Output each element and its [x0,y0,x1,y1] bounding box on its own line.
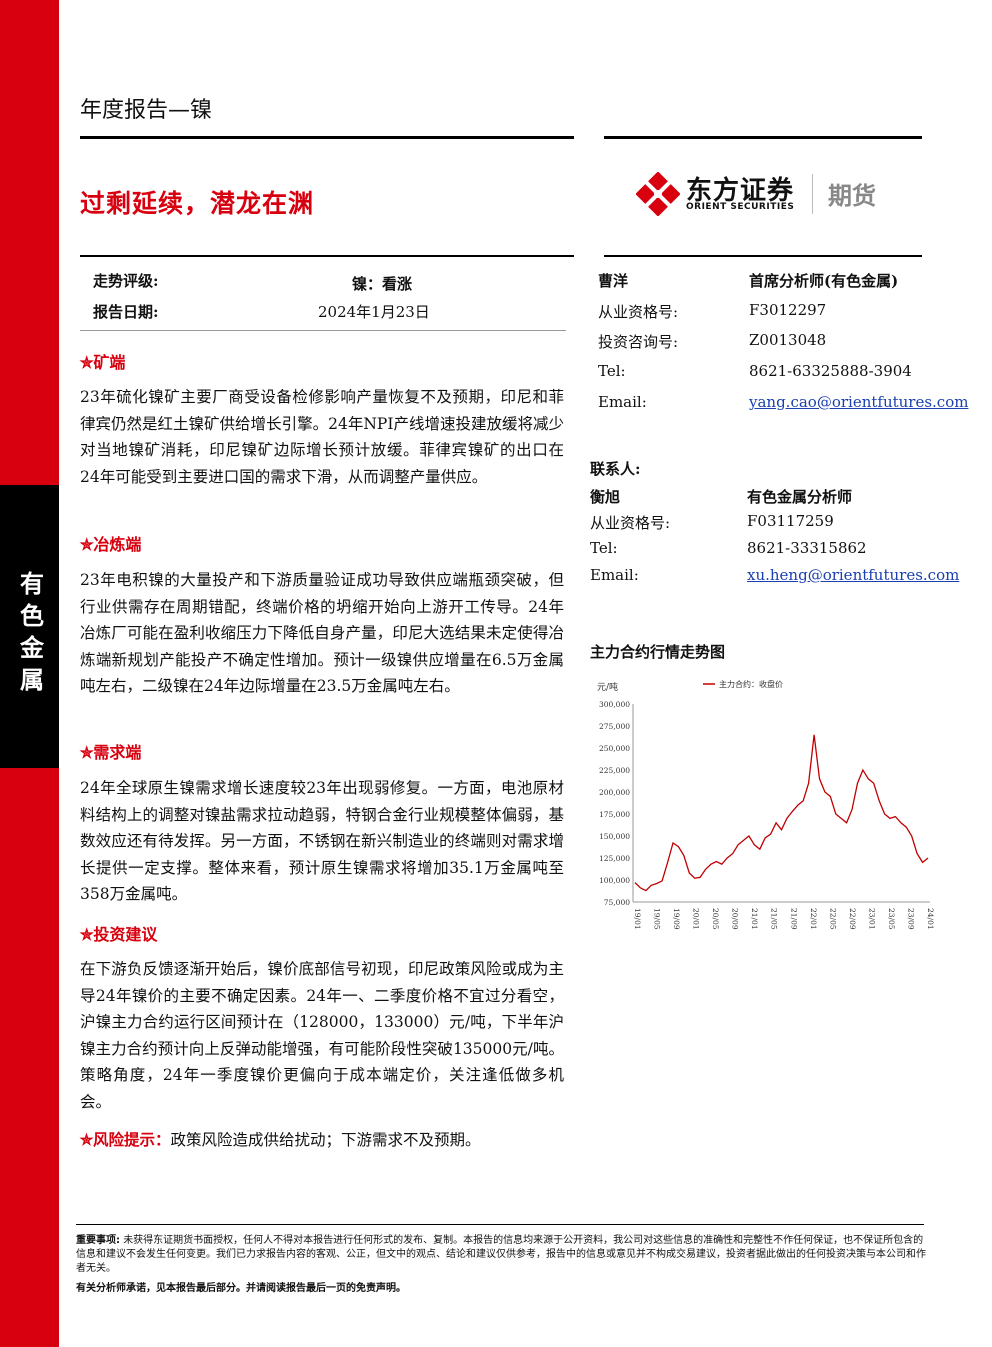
contact-label: 从业资格号: [590,514,671,532]
logo-name-en: ORIENT SECURITIES [686,202,795,212]
x-tick-label: 21/05 [770,908,779,930]
analyst-rule [604,255,922,257]
x-tick-label: 22/09 [848,908,857,930]
y-tick-label: 200,000 [599,788,630,797]
sector-label: 有色金属 [15,571,44,699]
section-title-smelting: ✮冶炼端 [80,535,142,554]
date-label: 报告日期: [93,303,159,321]
logo-mark-icon [636,172,680,216]
header-rule-left [80,136,574,139]
section-body-investment: 在下游负反馈逐渐开始后，镍价底部信号初现，印尼政策风险或成为主导24年镍价的主要… [80,960,564,1111]
price-chart: 元/吨 主力合约：收盘价 75,000 100,000 125,000 150,000… [597,679,935,930]
headline: 过剩延续，潜龙在渊 [80,189,315,218]
section-title-demand: ✮需求端 [80,743,142,762]
y-tick-label: 175,000 [599,810,630,819]
contact-label: Tel: [590,539,618,557]
footer-important-text: 未获得东证期货书面授权，任何人不得对本报告进行任何形式的发布、复制。本报告的信息… [76,1235,926,1274]
logo-name-cn: 东方证券 [686,176,795,206]
x-tick-label: 19/09 [672,908,681,930]
series-line [634,734,929,892]
chart-ylabel: 元/吨 [597,681,618,693]
analyst-email-link[interactable]: yang.cao@orientfutures.com [749,393,969,411]
footer-rule [76,1224,924,1225]
analyst-title: 首席分析师(有色金属) [749,272,899,290]
y-axis: 75,000 100,000 125,000 150,000 175,000 200,00… [599,700,634,907]
trend-label: 走势评级: [93,272,159,290]
report-type: 年度报告—镍 [80,98,213,123]
sector-tab [0,485,59,768]
company-logo: 东方证券 ORIENT SECURITIES 期货 [634,168,884,220]
x-tick-label: 22/05 [828,908,837,930]
contact-title: 有色金属分析师 [747,488,853,506]
y-tick-label: 250,000 [599,744,630,753]
star-icon: ✮ [80,743,94,762]
x-tick-label: 20/01 [692,908,701,930]
x-tick-label: 23/05 [887,908,896,930]
section-title-investment: ✮投资建议 [80,925,158,944]
contact-value: F03117259 [747,512,834,530]
x-tick-label: 21/09 [789,908,798,930]
risk-note: ✮风险提示：政策风险造成供给扰动；下游需求不及预期。 [80,1128,481,1150]
analyst-value: 8621-63325888-3904 [749,362,912,380]
x-tick-label: 19/01 [633,908,642,930]
y-tick-label: 275,000 [599,722,630,731]
chart-title: 主力合约行情走势图 [590,643,726,661]
analyst-value: F3012297 [749,301,827,319]
contact-name: 衡旭 [590,488,621,506]
x-tick-label: 20/05 [711,908,720,930]
y-tick-label: 75,000 [604,898,630,907]
footer-important: 重要事项: 未获得东证期货书面授权，任何人不得对本报告进行任何形式的发布、复制。… [76,1234,928,1276]
date-value: 2024年1月23日 [318,303,430,321]
trend-value: 镍：看涨 [352,275,413,293]
header-rule-right [604,136,922,139]
x-tick-label: 20/09 [731,908,740,930]
legend-label: 主力合约：收盘价 [719,679,783,689]
y-tick-label: 100,000 [599,876,630,885]
logo-divider [812,174,813,214]
star-icon: ✮ [80,535,94,554]
analyst-label: 从业资格号: [598,303,679,321]
rating-bottom-rule [80,330,566,331]
x-tick-label: 23/01 [867,908,876,930]
analyst-label: Tel: [598,362,626,380]
analyst-name: 曹洋 [598,272,629,290]
risk-title: ✮风险提示： [80,1130,171,1149]
star-icon: ✮ [80,925,94,944]
y-tick-label: 150,000 [599,832,630,841]
risk-body: 政策风险造成供给扰动；下游需求不及预期。 [170,1131,481,1149]
rating-rule [80,255,574,257]
y-tick-label: 300,000 [599,700,630,709]
star-icon: ✮ [80,353,94,372]
x-tick-label: 21/01 [750,908,759,930]
section-body-demand: 24年全球原生镍需求增长速度较23年出现弱修复。一方面，电池原材料结构上的调整对… [80,779,564,903]
footer-note: 有关分析师承诺，见本报告最后部分。并请阅读报告最后一页的免责声明。 [76,1283,406,1294]
x-tick-label: 24/01 [926,908,935,930]
x-tick-label: 22/01 [809,908,818,930]
analyst-label: Email: [598,393,647,411]
y-tick-label: 125,000 [599,854,630,863]
logo-division: 期货 [828,182,876,210]
footer-important-label: 重要事项: [76,1235,120,1246]
section-body-smelting: 23年电积镍的大量投产和下游质量验证成功导致供应端瓶颈突破，但行业供需存在周期错… [80,571,564,695]
x-tick-label: 23/09 [906,908,915,930]
contact-value: 8621-33315862 [747,539,867,557]
analyst-label: 投资咨询号: [598,333,679,351]
y-tick-label: 225,000 [599,766,630,775]
x-axis: 19/01 19/05 19/09 20/01 20/05 20/09 21/01 21/05… [633,901,935,930]
section-title-mine: ✮矿端 [80,353,126,372]
x-tick-label: 19/05 [653,908,662,930]
contact-label: Email: [590,566,639,584]
contact-heading: 联系人: [590,460,641,478]
analyst-value: Z0013048 [749,331,827,349]
star-icon: ✮ [80,1130,93,1149]
section-body-mine: 23年硫化镍矿主要厂商受设备检修影响产量恢复不及预期，印尼和菲律宾仍然是红土镍矿… [80,388,564,486]
contact-email-link[interactable]: xu.heng@orientfutures.com [747,566,960,584]
